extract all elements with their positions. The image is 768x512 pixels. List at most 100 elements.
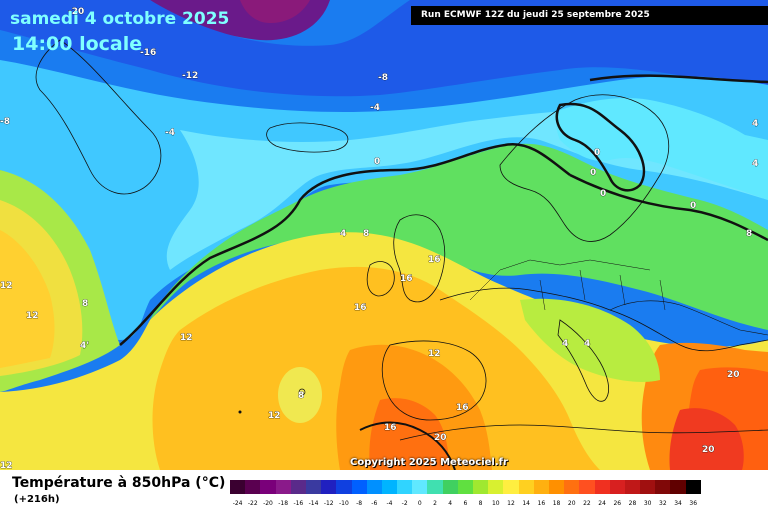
scale-label: -24 xyxy=(232,500,243,507)
field-scandinavia xyxy=(556,98,768,200)
iso-label: 12 xyxy=(0,281,13,291)
scale-swatch xyxy=(548,480,565,494)
scale-label: 0 xyxy=(417,500,422,507)
scale-swatch xyxy=(366,480,382,494)
scale-swatch xyxy=(564,480,580,494)
color-scale-labels: -24 -22 -20 -18 -16 -14 -12 -10 -8 -6 -4 -2 0 2 4 6 8 10 1… xyxy=(230,500,701,507)
coast-ireland xyxy=(366,261,395,297)
forecast-time: 14:00 locale xyxy=(12,33,143,55)
temperature-map: -20 -16 -12 -8 -4 -4 0 0 0 0 0 4 4 4 8 8… xyxy=(0,0,768,470)
coast-iberia xyxy=(381,340,487,421)
scale-label: 6 xyxy=(463,500,468,507)
coast-greenland xyxy=(35,39,162,195)
iso-label: -8 xyxy=(0,117,10,127)
scale-label: 20 xyxy=(567,500,576,507)
iso-label: -8 xyxy=(378,73,388,83)
border-east xyxy=(609,300,768,336)
scale-swatch xyxy=(579,480,595,494)
scale-label: -22 xyxy=(247,500,258,507)
iso-label: 12 xyxy=(268,411,281,421)
borders-central xyxy=(469,259,651,301)
scale-label: 18 xyxy=(552,500,561,507)
iso-label: 16 xyxy=(384,423,397,433)
iso-label: 20 xyxy=(727,370,740,380)
iso-label: 8 xyxy=(363,229,369,239)
iso-label: 4 xyxy=(752,159,758,169)
coast-azores xyxy=(298,388,306,396)
contour-twenty xyxy=(359,421,456,470)
contour-zero-north xyxy=(589,74,768,84)
scale-label: -14 xyxy=(308,500,319,507)
scale-swatch xyxy=(305,480,322,494)
scale-swatch xyxy=(685,480,701,494)
scale-label: 24 xyxy=(598,500,606,507)
scale-label: 2 xyxy=(433,500,437,507)
iso-label: 12 xyxy=(26,311,39,321)
iso-label: 12 xyxy=(428,349,441,359)
iso-label: -12 xyxy=(182,71,198,81)
iso-label: 8 xyxy=(82,299,88,309)
scale-label: 36 xyxy=(689,500,698,507)
field-west-orange xyxy=(0,230,55,368)
scale-label: -20 xyxy=(263,500,273,507)
scale-swatch xyxy=(533,480,549,494)
contour-zero-scandinavia xyxy=(555,102,646,192)
iso-label: 16 xyxy=(400,274,413,284)
iso-label: 12 xyxy=(180,333,193,343)
scale-swatch xyxy=(245,480,261,494)
scale-label: 26 xyxy=(613,500,622,507)
iso-label: 0 xyxy=(594,148,600,158)
scale-label: 8 xyxy=(478,500,483,507)
iso-label: 8 xyxy=(298,391,304,401)
scale-swatch xyxy=(442,480,458,494)
coast-africa xyxy=(399,424,768,441)
iso-label: 20 xyxy=(434,433,447,443)
scale-swatch xyxy=(336,480,352,494)
forecast-date: samedi 4 octobre 2025 xyxy=(10,9,230,29)
scale-swatch xyxy=(655,480,671,494)
scale-label: -2 xyxy=(401,500,408,507)
field-green xyxy=(150,143,768,330)
scale-label: 10 xyxy=(491,500,500,507)
scale-label: -18 xyxy=(278,500,289,507)
scale-swatch xyxy=(640,480,656,494)
coast-europe xyxy=(439,287,768,352)
scale-label: 22 xyxy=(583,500,591,507)
iso-label: 4 xyxy=(562,339,568,349)
color-scale xyxy=(230,480,701,494)
iso-label: -20 xyxy=(68,7,84,17)
coast-britain xyxy=(393,214,446,303)
copyright-text: Copyright 2025 Meteociel.fr xyxy=(350,457,508,468)
scale-label: 16 xyxy=(537,500,546,507)
iso-label: 4' xyxy=(80,341,89,351)
scale-swatch xyxy=(594,480,610,494)
scale-swatch xyxy=(412,480,428,494)
scale-swatch xyxy=(427,480,443,494)
scale-swatch xyxy=(518,480,534,494)
iso-label: 4 xyxy=(752,119,758,129)
scale-label: 28 xyxy=(628,500,637,507)
scale-swatch xyxy=(624,480,641,494)
map-canvas: -20 -16 -12 -8 -4 -4 0 0 0 0 0 4 4 4 8 8… xyxy=(0,0,768,470)
scale-label: -10 xyxy=(339,500,349,507)
iso-label: 12 xyxy=(0,461,13,470)
coast-scandinavia xyxy=(499,94,669,242)
coast-madeira xyxy=(238,410,242,414)
scale-swatch xyxy=(488,480,504,494)
scale-swatch xyxy=(321,480,337,494)
borders-lines xyxy=(539,269,666,311)
iso-label: 16 xyxy=(428,255,441,265)
field-red-orange xyxy=(369,398,450,470)
scale-label: -8 xyxy=(356,500,363,507)
scale-label: 12 xyxy=(507,500,515,507)
iso-label: 4 xyxy=(584,339,590,349)
legend-title: Température à 850hPa (°C) xyxy=(12,475,226,491)
legend-subtitle: (+216h) xyxy=(14,494,60,505)
scale-label: -12 xyxy=(323,500,334,507)
scale-swatch xyxy=(290,480,306,494)
scale-swatch xyxy=(275,480,291,494)
scale-swatch xyxy=(381,480,398,494)
scale-swatch xyxy=(473,480,489,494)
scale-label: 4 xyxy=(448,500,453,507)
scale-swatch xyxy=(260,480,276,494)
